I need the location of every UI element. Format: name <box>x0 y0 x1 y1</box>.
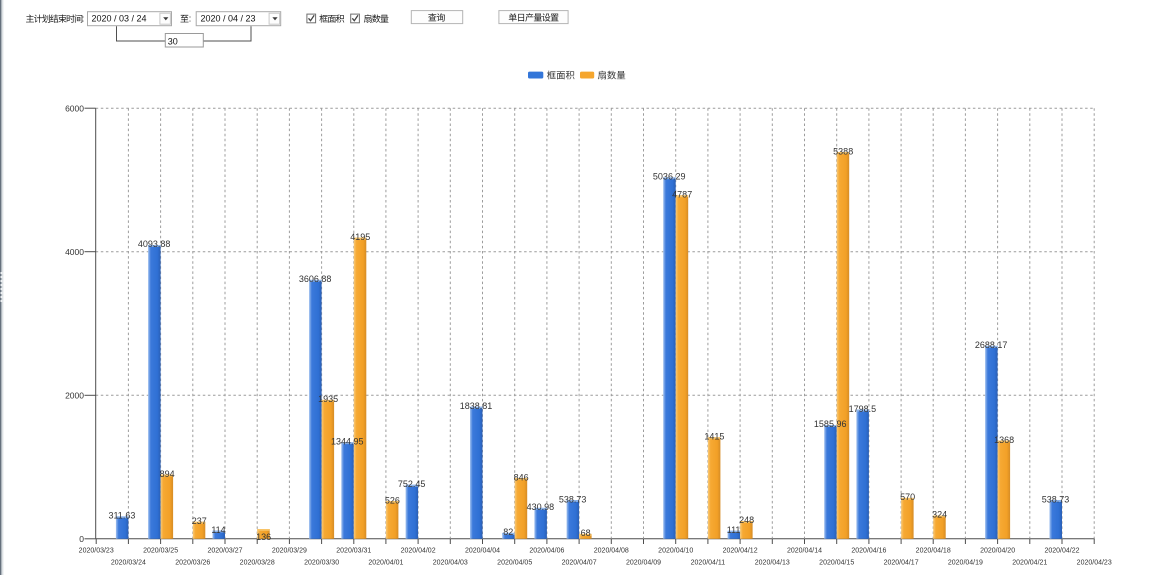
svg-text:2020/04/12: 2020/04/12 <box>723 547 758 554</box>
svg-text:4000: 4000 <box>65 247 84 257</box>
svg-text:1798.5: 1798.5 <box>849 404 877 414</box>
svg-text:4093.88: 4093.88 <box>138 239 171 249</box>
svg-text:2020/04/11: 2020/04/11 <box>691 559 726 566</box>
svg-text:2020/03/23: 2020/03/23 <box>79 547 114 554</box>
svg-text:5036.29: 5036.29 <box>653 172 686 182</box>
svg-text:68: 68 <box>581 528 591 538</box>
svg-text:4195: 4195 <box>350 232 370 242</box>
svg-text:1838.81: 1838.81 <box>460 401 493 411</box>
svg-text:2020/03/31: 2020/03/31 <box>336 547 371 554</box>
svg-text:4787: 4787 <box>672 190 692 200</box>
svg-text:2020/03/24: 2020/03/24 <box>111 559 146 566</box>
svg-text:82: 82 <box>503 527 513 537</box>
svg-text:311.63: 311.63 <box>108 511 135 521</box>
svg-text:2020/04/17: 2020/04/17 <box>884 559 919 566</box>
svg-text:2020/04/06: 2020/04/06 <box>529 547 564 554</box>
svg-text:2020/03/27: 2020/03/27 <box>207 547 242 554</box>
svg-text:237: 237 <box>192 516 207 526</box>
svg-text:894: 894 <box>160 469 175 479</box>
svg-text:2020/04/22: 2020/04/22 <box>1044 547 1079 554</box>
svg-text:538.73: 538.73 <box>559 494 587 504</box>
svg-text:111: 111 <box>727 525 741 535</box>
svg-text:2020/04/13: 2020/04/13 <box>755 559 790 566</box>
svg-text:570: 570 <box>900 492 915 502</box>
svg-text:2020/04/01: 2020/04/01 <box>368 559 403 566</box>
svg-text:2000: 2000 <box>65 390 84 400</box>
svg-text:538.73: 538.73 <box>1042 494 1070 504</box>
svg-text:2020/04/02: 2020/04/02 <box>401 547 436 554</box>
svg-text::: : <box>189 13 192 23</box>
svg-text:324: 324 <box>932 510 947 520</box>
svg-text:2020/04/08: 2020/04/08 <box>594 547 629 554</box>
svg-text:2020/04/15: 2020/04/15 <box>819 559 854 566</box>
svg-text:2020/04/04: 2020/04/04 <box>465 547 500 554</box>
svg-text:2020/04/09: 2020/04/09 <box>626 559 661 566</box>
svg-text:752.45: 752.45 <box>398 479 426 489</box>
svg-text:30: 30 <box>168 36 178 46</box>
svg-text:2020/03/25: 2020/03/25 <box>143 547 178 554</box>
svg-text::: : <box>82 13 85 23</box>
svg-text:2020/03/29: 2020/03/29 <box>272 547 307 554</box>
svg-text:1935: 1935 <box>318 394 338 404</box>
svg-text:2020/04/18: 2020/04/18 <box>916 547 951 554</box>
svg-text:1585.96: 1585.96 <box>814 419 847 429</box>
svg-text:2020/04/20: 2020/04/20 <box>980 547 1015 554</box>
svg-text:2020/04/03: 2020/04/03 <box>433 559 468 566</box>
svg-text:1344.95: 1344.95 <box>331 437 364 447</box>
svg-text:2020/03/28: 2020/03/28 <box>240 559 275 566</box>
svg-text:248: 248 <box>739 515 754 525</box>
svg-text:2020/04/10: 2020/04/10 <box>658 547 693 554</box>
svg-text:2020/04/14: 2020/04/14 <box>787 547 822 554</box>
svg-text:2020/04/21: 2020/04/21 <box>1012 559 1047 566</box>
svg-text:1415: 1415 <box>704 432 724 442</box>
svg-text:2020/04/07: 2020/04/07 <box>562 559 597 566</box>
svg-text:2020 / 03 / 24: 2020 / 03 / 24 <box>92 14 147 24</box>
svg-text:2688.17: 2688.17 <box>975 340 1008 350</box>
svg-text:2020/03/30: 2020/03/30 <box>304 559 339 566</box>
svg-text:114: 114 <box>211 525 225 535</box>
svg-text:2020/04/16: 2020/04/16 <box>851 547 886 554</box>
svg-text:3606.88: 3606.88 <box>299 274 332 284</box>
svg-text:2020/03/26: 2020/03/26 <box>175 559 210 566</box>
svg-text:430.98: 430.98 <box>527 502 555 512</box>
svg-text:1368: 1368 <box>994 435 1014 445</box>
svg-text:2020/04/05: 2020/04/05 <box>497 559 532 566</box>
svg-text:2020 / 04 / 23: 2020 / 04 / 23 <box>201 14 256 24</box>
svg-text:0: 0 <box>79 534 84 544</box>
svg-text:136: 136 <box>256 532 271 542</box>
svg-text:6000: 6000 <box>65 103 84 113</box>
svg-text:846: 846 <box>514 472 529 482</box>
svg-text:2020/04/23: 2020/04/23 <box>1077 559 1112 566</box>
svg-text:5388: 5388 <box>833 146 853 156</box>
svg-text:2020/04/19: 2020/04/19 <box>948 559 983 566</box>
svg-text:526: 526 <box>385 495 400 505</box>
